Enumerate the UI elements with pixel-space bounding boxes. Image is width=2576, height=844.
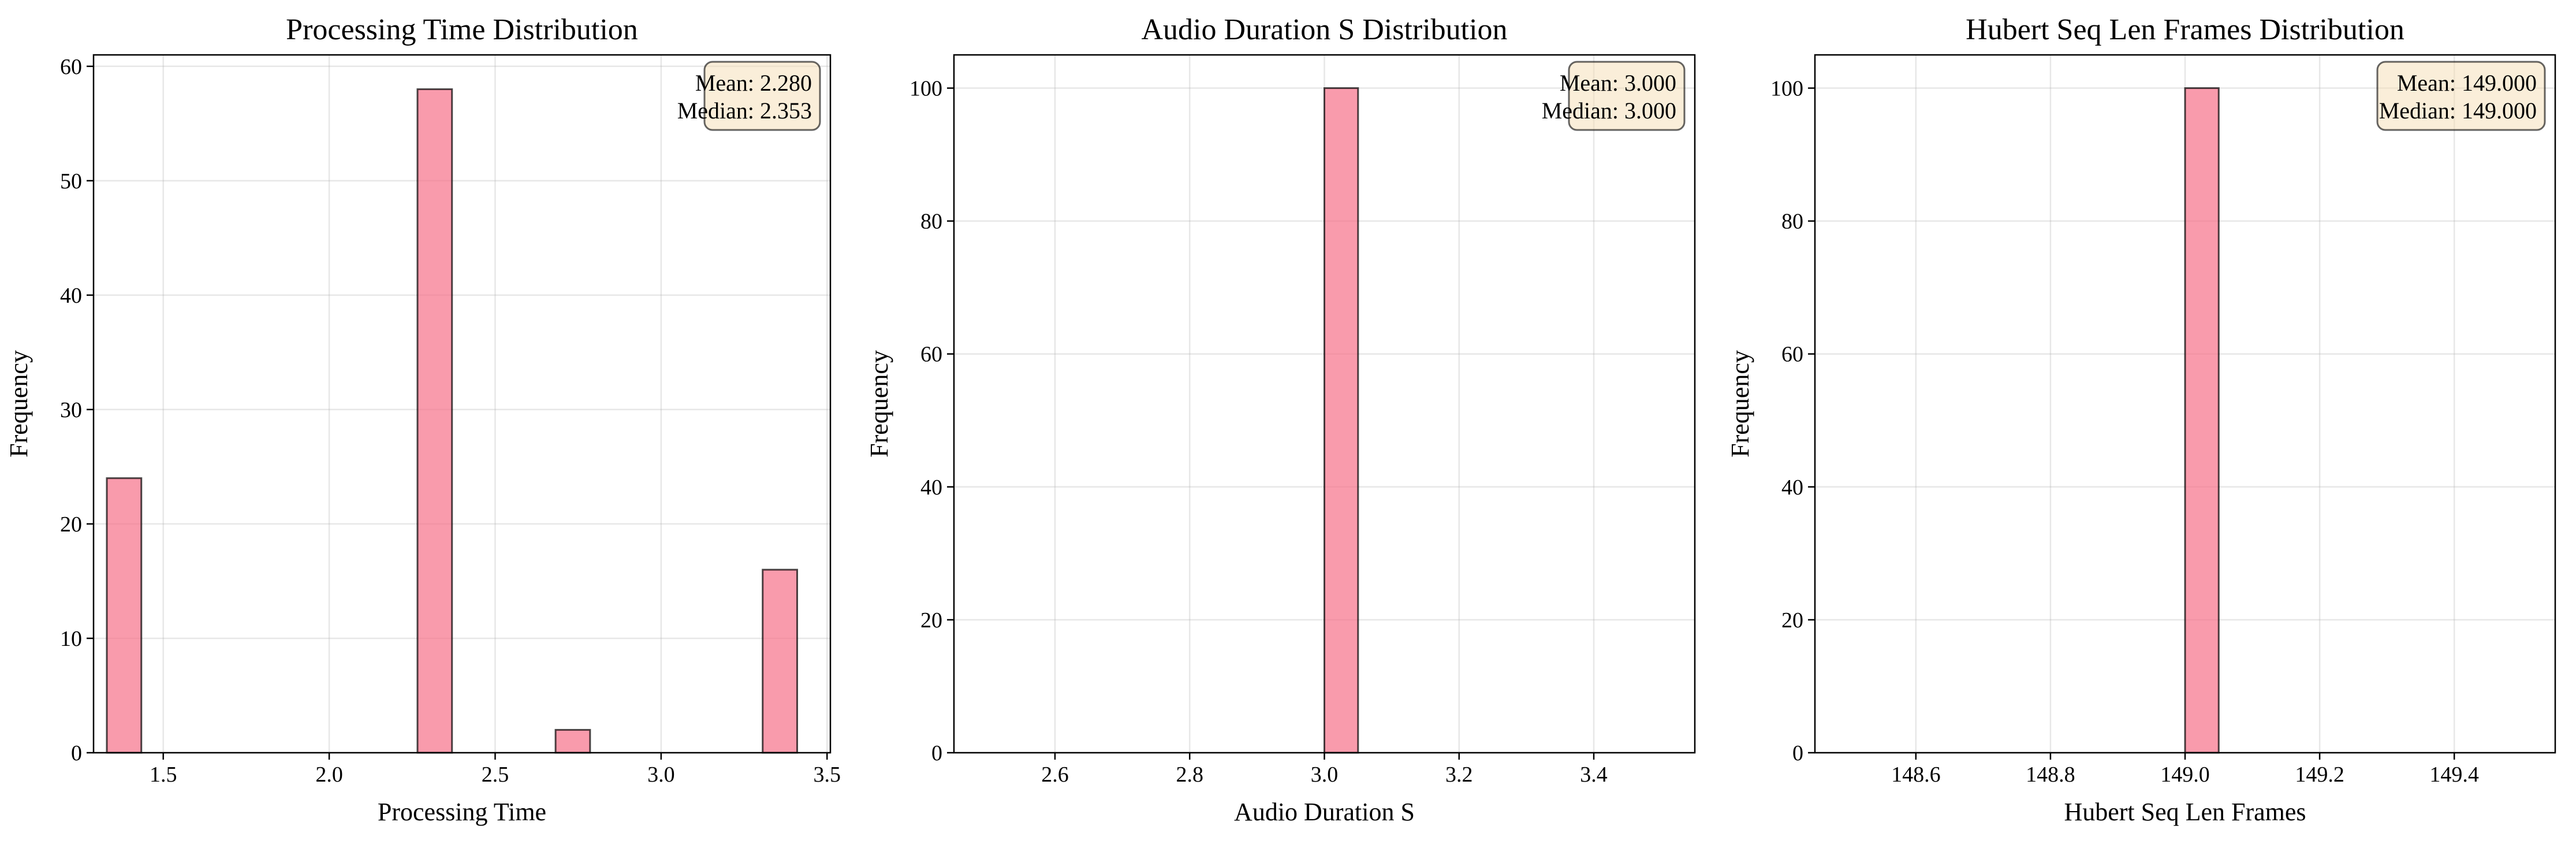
y-tick-label: 60 [920,343,942,367]
y-tick-label: 60 [60,55,82,79]
y-tick-label: 0 [1792,741,1803,765]
stats-median: Median: 3.000 [1542,98,1676,124]
y-tick-label: 10 [60,627,82,651]
x-tick-label: 3.0 [647,763,675,787]
x-tick-label: 2.0 [315,763,343,787]
histogram-bar [416,88,453,754]
x-tick-label: 148.8 [2026,763,2075,787]
x-tick-label: 1.5 [150,763,177,787]
x-axis-label: Hubert Seq Len Frames [2064,798,2306,826]
y-tick-label: 20 [920,608,942,633]
stats-box [2376,61,2546,131]
x-tick-label: 3.4 [1580,763,1608,787]
y-tick-label: 0 [931,741,942,765]
chart-title: Audio Duration S Distribution [1141,13,1507,46]
chart-panel-1: 1.5 2.0 2.5 3.0 3.5 0 10 20 30 40 50 60 Processing T… [5,13,841,826]
x-tick-label: 2.6 [1041,763,1069,787]
stats-mean: Mean: 149.000 [2397,70,2537,96]
y-tick-label: 0 [71,741,82,765]
chart-title: Hubert Seq Len Frames Distribution [1966,13,2404,46]
chart-panel-2: 2.6 2.8 3.0 3.2 3.4 0 20 40 60 80 100 Audio Duratio… [865,13,1696,826]
y-tick-label: 40 [60,284,82,308]
x-tick-label: 2.5 [482,763,509,787]
y-tick-label: 100 [909,77,942,101]
histogram-bar [2184,87,2220,754]
x-tick-label: 3.2 [1445,763,1473,787]
y-axis-label: Frequency [1726,350,1754,458]
plot-frame [92,54,832,754]
x-axis-label: Processing Time [378,798,546,826]
stats-mean: Mean: 2.280 [695,70,812,96]
stats-box [703,61,821,131]
histogram-bar [762,568,799,754]
y-tick-label: 20 [1781,608,1803,633]
y-tick-label: 60 [1781,343,1803,367]
y-tick-label: 30 [60,398,82,422]
y-tick-label: 40 [920,475,942,500]
x-tick-label: 2.8 [1176,763,1203,787]
x-tick-label: 3.5 [814,763,841,787]
x-tick-label: 149.0 [2160,763,2210,787]
stats-median: Median: 2.353 [677,98,812,124]
x-tick-label: 3.0 [1311,763,1339,787]
y-tick-label: 80 [1781,210,1803,234]
stats-mean: Mean: 3.000 [1560,70,1676,96]
histogram-bar [106,477,143,754]
y-tick-label: 40 [1781,475,1803,500]
stats-median: Median: 149.000 [2379,98,2537,124]
chart-panel-3: 148.6 148.8 149.0 149.2 149.4 0 20 40 60 80 100 Hub… [1726,13,2556,826]
y-tick-label: 20 [60,512,82,537]
y-tick-label: 50 [60,169,82,194]
x-tick-label: 148.6 [1891,763,1941,787]
x-axis-label: Audio Duration S [1234,798,1415,826]
chart-title: Processing Time Distribution [286,13,638,46]
y-axis-label: Frequency [5,350,33,458]
y-tick-label: 100 [1770,77,1803,101]
histogram-bar [1324,87,1359,754]
x-tick-label: 149.4 [2429,763,2479,787]
y-tick-label: 80 [920,210,942,234]
histogram-bar [554,728,591,754]
stats-box [1568,61,1686,131]
x-tick-label: 149.2 [2295,763,2344,787]
y-axis-label: Frequency [865,350,893,458]
